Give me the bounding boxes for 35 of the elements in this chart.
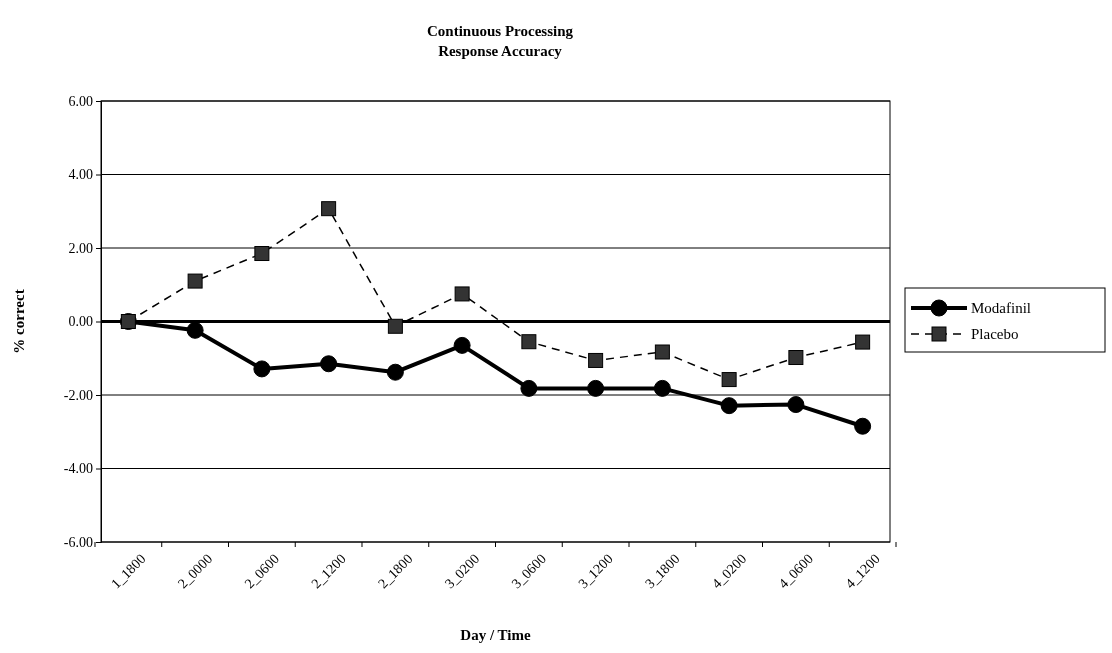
y-tick-label: 6.00: [68, 93, 93, 109]
chart-subtitle: Response Accuracy: [438, 43, 563, 59]
point: [321, 201, 337, 217]
point: [653, 379, 671, 397]
point: [520, 379, 538, 397]
point: [453, 336, 471, 354]
y-tick-label: -4.00: [63, 461, 93, 477]
point: [454, 286, 470, 302]
point: [654, 344, 670, 360]
y-tick-label: 2.00: [68, 240, 93, 256]
point: [787, 396, 805, 414]
point: [387, 318, 403, 334]
point: [186, 321, 204, 339]
y-tick-label: 0.00: [68, 314, 93, 330]
point: [855, 334, 871, 350]
point: [587, 379, 605, 397]
x-axis-title: Day / Time: [460, 627, 531, 643]
point: [254, 246, 270, 262]
point: [788, 350, 804, 366]
point: [386, 363, 404, 381]
y-tick-label: -6.00: [63, 534, 93, 550]
point: [521, 334, 537, 350]
point: [854, 417, 872, 435]
y-axis-title: % correct: [11, 289, 27, 354]
chart-title: Continuous Processing: [426, 23, 574, 39]
legend-label: Placebo: [971, 326, 1019, 342]
y-tick-label: -2.00: [63, 387, 93, 403]
point: [720, 397, 738, 415]
point: [320, 355, 338, 373]
point: [253, 360, 271, 378]
point: [187, 273, 203, 289]
point: [588, 352, 604, 368]
legend-label: Modafinil: [971, 300, 1031, 316]
point: [721, 372, 737, 388]
y-tick-label: 4.00: [68, 167, 93, 183]
